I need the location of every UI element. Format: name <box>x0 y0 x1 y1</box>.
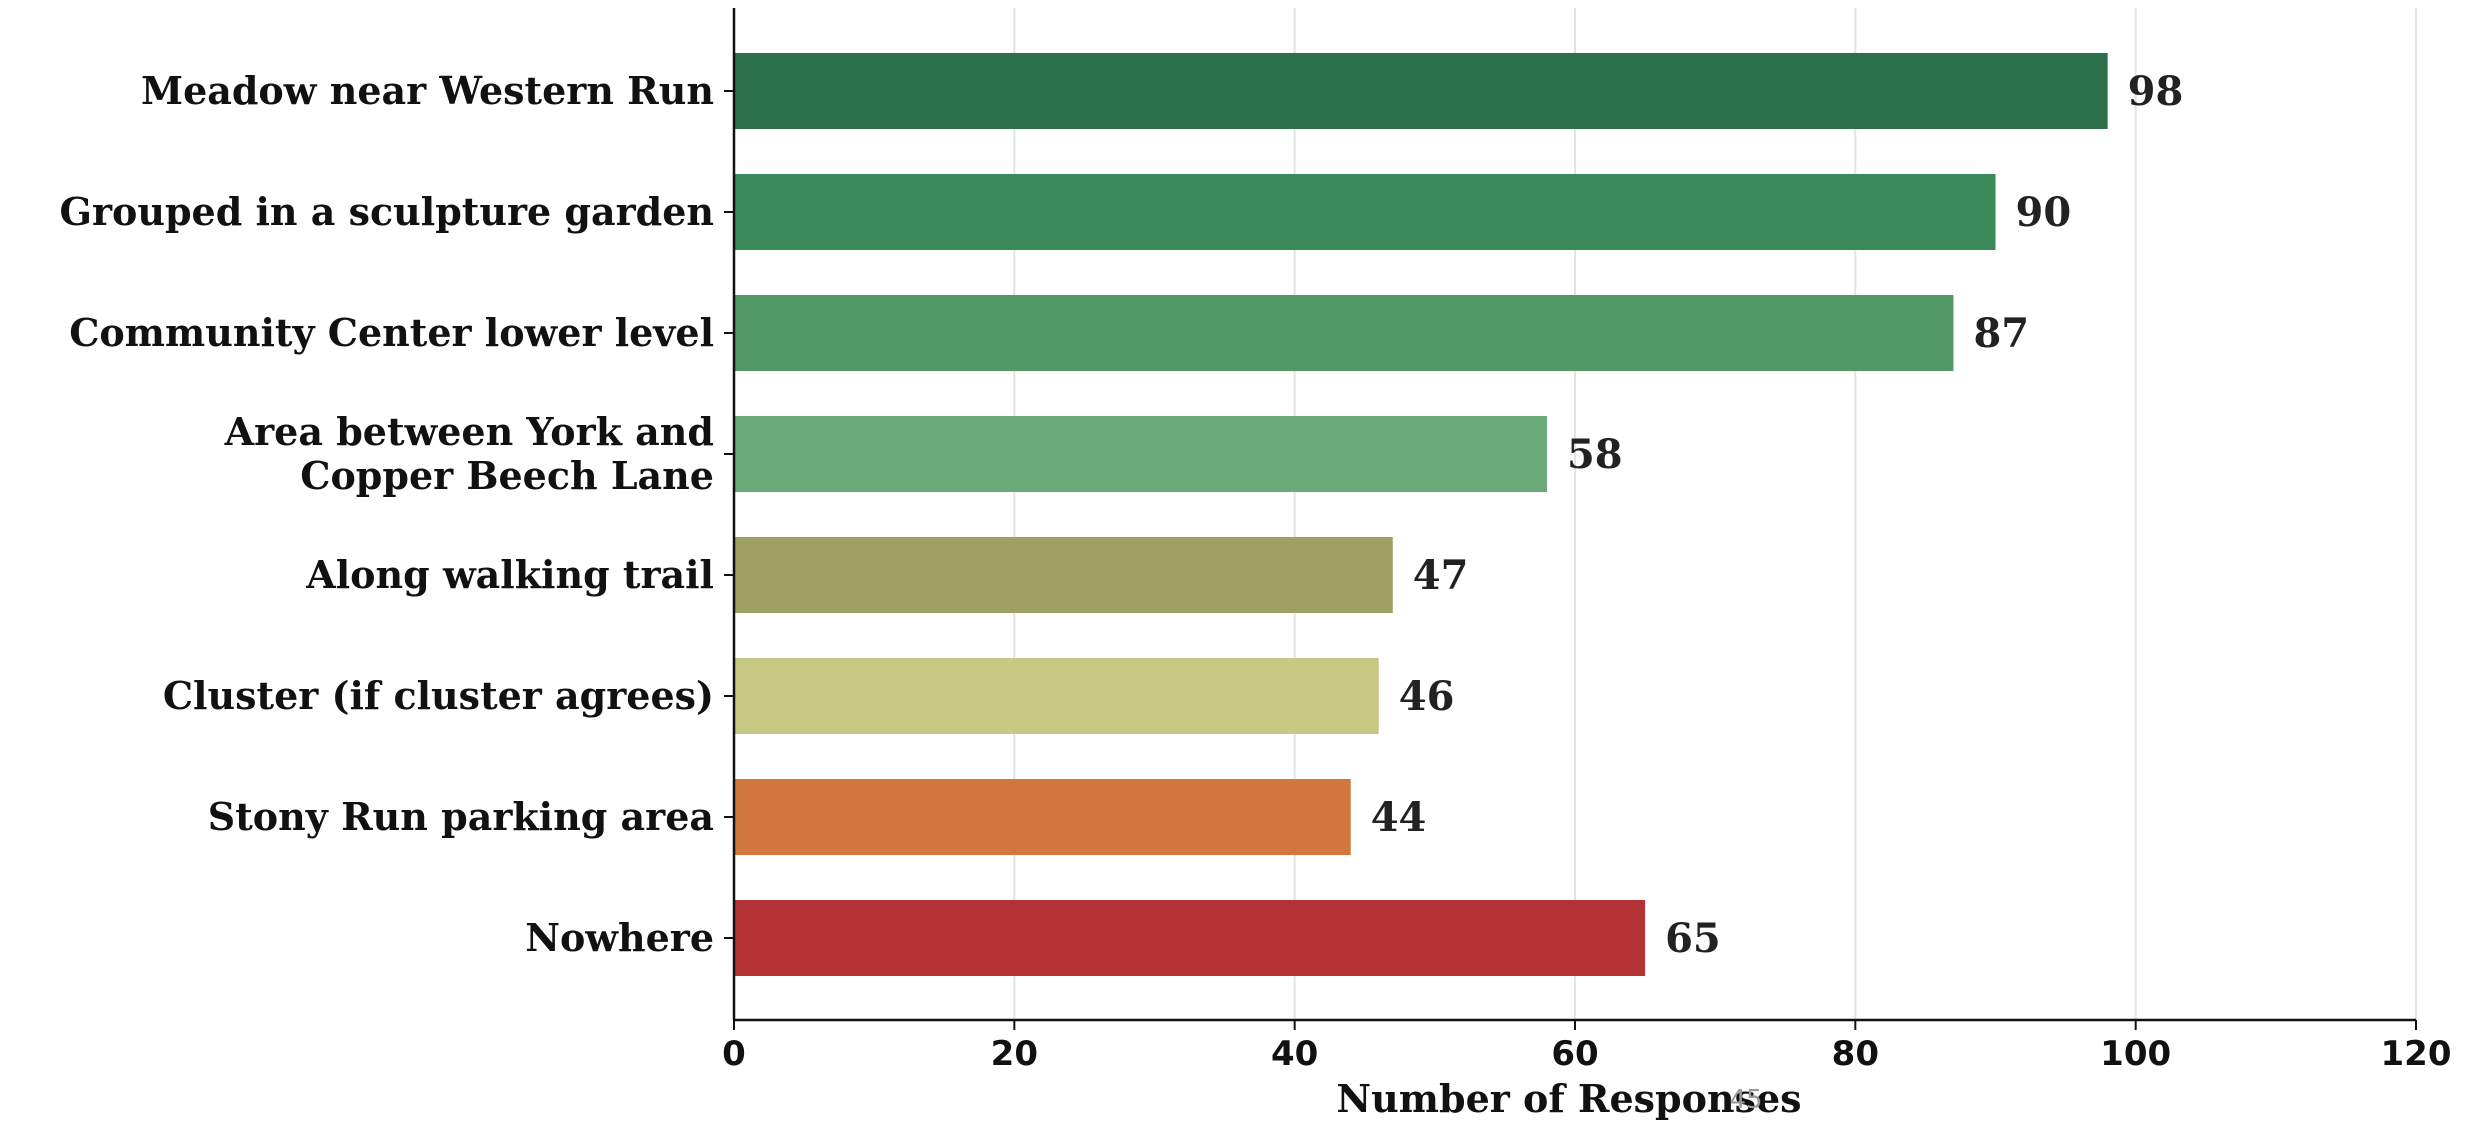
bar <box>734 295 1954 371</box>
x-axis-title: Number of Responses <box>1336 1076 1801 1121</box>
category-label: Along walking trail <box>305 552 714 597</box>
bar-value-label: 87 <box>1973 310 2029 357</box>
bar <box>734 537 1393 613</box>
bar <box>734 174 1996 250</box>
bar-value-label: 58 <box>1567 431 1623 478</box>
category-label: Copper Beech Lane <box>300 453 714 498</box>
x-tick-label: 0 <box>722 1034 746 1074</box>
category-label: Meadow near Western Run <box>141 68 714 113</box>
bar <box>734 53 2108 129</box>
bar <box>734 900 1646 976</box>
category-label: Community Center lower level <box>69 310 714 355</box>
x-tick-label: 40 <box>1271 1034 1318 1074</box>
bar-value-label: 46 <box>1399 673 1455 720</box>
labels: 98 Meadow near Western Run 90 Grouped in a … <box>60 68 2184 962</box>
x-tick-label: 100 <box>2100 1034 2171 1074</box>
bar-value-label: 98 <box>2128 68 2184 115</box>
category-label: Stony Run parking area <box>208 794 714 839</box>
x-tick-label: 80 <box>1832 1034 1879 1074</box>
category-label: Area between York and <box>224 409 714 454</box>
x-tick-label: 60 <box>1551 1034 1598 1074</box>
page-number: 45 <box>1729 1085 1762 1115</box>
bars <box>734 53 2108 976</box>
grid-lines <box>1013 8 2417 1020</box>
bar-value-label: 90 <box>2016 189 2072 236</box>
category-label: Cluster (if cluster agrees) <box>163 673 714 718</box>
bar-value-label: 44 <box>1371 794 1427 841</box>
x-tick-label: 120 <box>2381 1034 2452 1074</box>
bar <box>734 658 1379 734</box>
axes: 0 20 40 60 80 100 120 <box>722 8 2451 1074</box>
category-label: Nowhere <box>525 915 714 960</box>
x-tick-label: 20 <box>991 1034 1038 1074</box>
category-label: Grouped in a sculpture garden <box>60 189 715 234</box>
bar-value-label: 47 <box>1413 552 1469 599</box>
bar <box>734 779 1351 855</box>
bar <box>734 416 1547 492</box>
bar-value-label: 65 <box>1665 915 1721 962</box>
